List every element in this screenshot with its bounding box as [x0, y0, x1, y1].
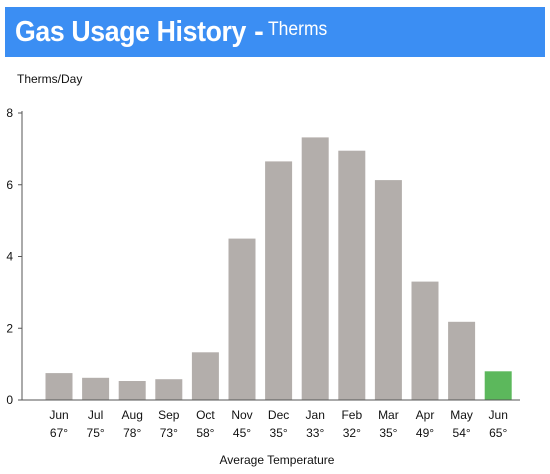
x-temperature-label: 67° — [50, 426, 68, 440]
x-month-label: Jan — [306, 408, 325, 422]
x-temperature-label: 35° — [379, 426, 397, 440]
y-axis-ticks: 0 2 4 6 8 — [6, 106, 22, 407]
x-month-label: Mar — [378, 408, 399, 422]
x-temperature-label: 45° — [233, 426, 251, 440]
bar-jul-1 — [82, 377, 110, 400]
title-separator: - — [254, 15, 264, 48]
bar-jun-12 — [484, 371, 512, 400]
x-temperature-label: 32° — [343, 426, 361, 440]
bar-feb-8 — [338, 150, 366, 400]
x-axis-title: Average Temperature — [220, 453, 335, 467]
x-temperature-label: 33° — [306, 426, 324, 440]
bar-may-11 — [448, 321, 476, 400]
x-month-label: Sep — [158, 408, 180, 422]
x-month-label: Oct — [196, 408, 215, 422]
chart-title: Gas Usage History — [15, 15, 247, 48]
x-temperature-label: 58° — [196, 426, 214, 440]
x-temperature-label: 65° — [489, 426, 507, 440]
y-tick-label: 2 — [6, 321, 13, 335]
y-tick-label: 6 — [6, 178, 13, 192]
x-temperature-label: 49° — [416, 426, 434, 440]
x-month-label: Jun — [49, 408, 68, 422]
bar-nov-5 — [228, 238, 256, 400]
x-temperature-label: 73° — [160, 426, 178, 440]
chart-header: Gas Usage History - Therms — [5, 7, 545, 57]
chart-unit: Therms — [267, 19, 328, 40]
x-temperature-label: 78° — [123, 426, 141, 440]
y-tick-label: 0 — [6, 393, 13, 407]
bars-group — [45, 137, 512, 400]
x-month-label: Dec — [268, 408, 289, 422]
x-month-label: Aug — [122, 408, 143, 422]
x-month-label: Jun — [489, 408, 508, 422]
x-month-label: May — [450, 408, 473, 422]
x-temperature-label: 75° — [87, 426, 105, 440]
x-month-label: Feb — [341, 408, 362, 422]
bar-mar-9 — [374, 180, 402, 400]
y-tick-label: 4 — [6, 250, 13, 264]
x-axis-labels: Jun 67° Jul 75° Aug 78° Sep 73° Oct 58° Nov 45° Dec 3… — [49, 408, 508, 440]
y-axis-title: Therms/Day — [17, 72, 82, 86]
bar-dec-6 — [265, 161, 293, 400]
y-tick-label: 8 — [6, 106, 13, 120]
bar-oct-4 — [191, 352, 219, 400]
x-temperature-label: 54° — [453, 426, 471, 440]
bar-sep-3 — [155, 379, 183, 400]
x-temperature-label: 35° — [270, 426, 288, 440]
x-month-label: Jul — [88, 408, 103, 422]
x-month-label: Nov — [231, 408, 252, 422]
bar-apr-10 — [411, 281, 439, 400]
bar-jan-7 — [301, 137, 329, 400]
bar-jun-0 — [45, 373, 73, 400]
x-month-label: Apr — [416, 408, 435, 422]
bar-aug-2 — [118, 381, 146, 400]
